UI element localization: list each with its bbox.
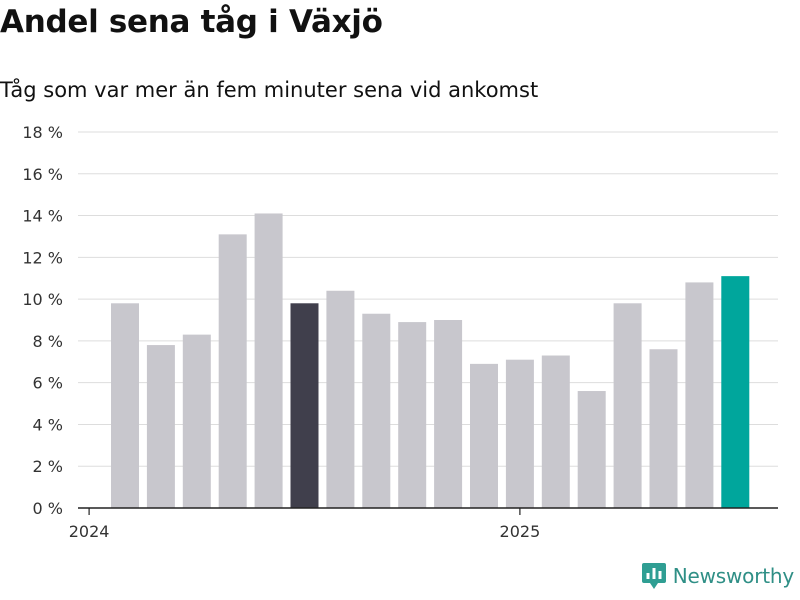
brand-name: Newsworthy (672, 564, 794, 588)
bar (541, 355, 570, 508)
bar (613, 303, 642, 508)
y-tick-label: 16 % (22, 165, 63, 184)
bar (398, 322, 427, 508)
bar (218, 234, 247, 508)
bar (146, 345, 175, 508)
bar (434, 320, 463, 508)
bar (326, 290, 355, 508)
brand-logo: Newsworthy (641, 562, 794, 590)
y-tick-label: 12 % (22, 248, 63, 267)
bar (111, 303, 139, 508)
y-tick-label: 6 % (33, 374, 63, 393)
y-tick-label: 2 % (33, 457, 63, 476)
bar (290, 303, 319, 508)
bar (470, 363, 498, 508)
x-tick-label: 2025 (500, 522, 541, 541)
chart-title: Andel sena tåg i Växjö (0, 4, 383, 40)
y-tick-label: 4 % (33, 415, 63, 434)
y-tick-label: 0 % (33, 499, 63, 518)
bar (254, 213, 283, 508)
x-tick-label: 2024 (69, 522, 110, 541)
y-tick-label: 8 % (33, 332, 63, 351)
bar (649, 349, 678, 508)
bar (721, 276, 750, 508)
bar (685, 282, 714, 508)
y-tick-label: 10 % (22, 290, 63, 309)
y-tick-label: 14 % (22, 207, 63, 226)
y-tick-label: 18 % (22, 123, 63, 142)
bar (577, 391, 606, 508)
bar (182, 334, 211, 508)
newsworthy-logo-icon (641, 563, 666, 589)
bar (505, 359, 534, 508)
bar (362, 313, 391, 508)
chart-subtitle: Tåg som var mer än fem minuter sena vid … (0, 78, 539, 102)
bar-chart: 0 % 2 % 4 % 6 % 8 % 10 % 12 % 14 % 16 % 18 % 2024 2… (22, 123, 778, 541)
